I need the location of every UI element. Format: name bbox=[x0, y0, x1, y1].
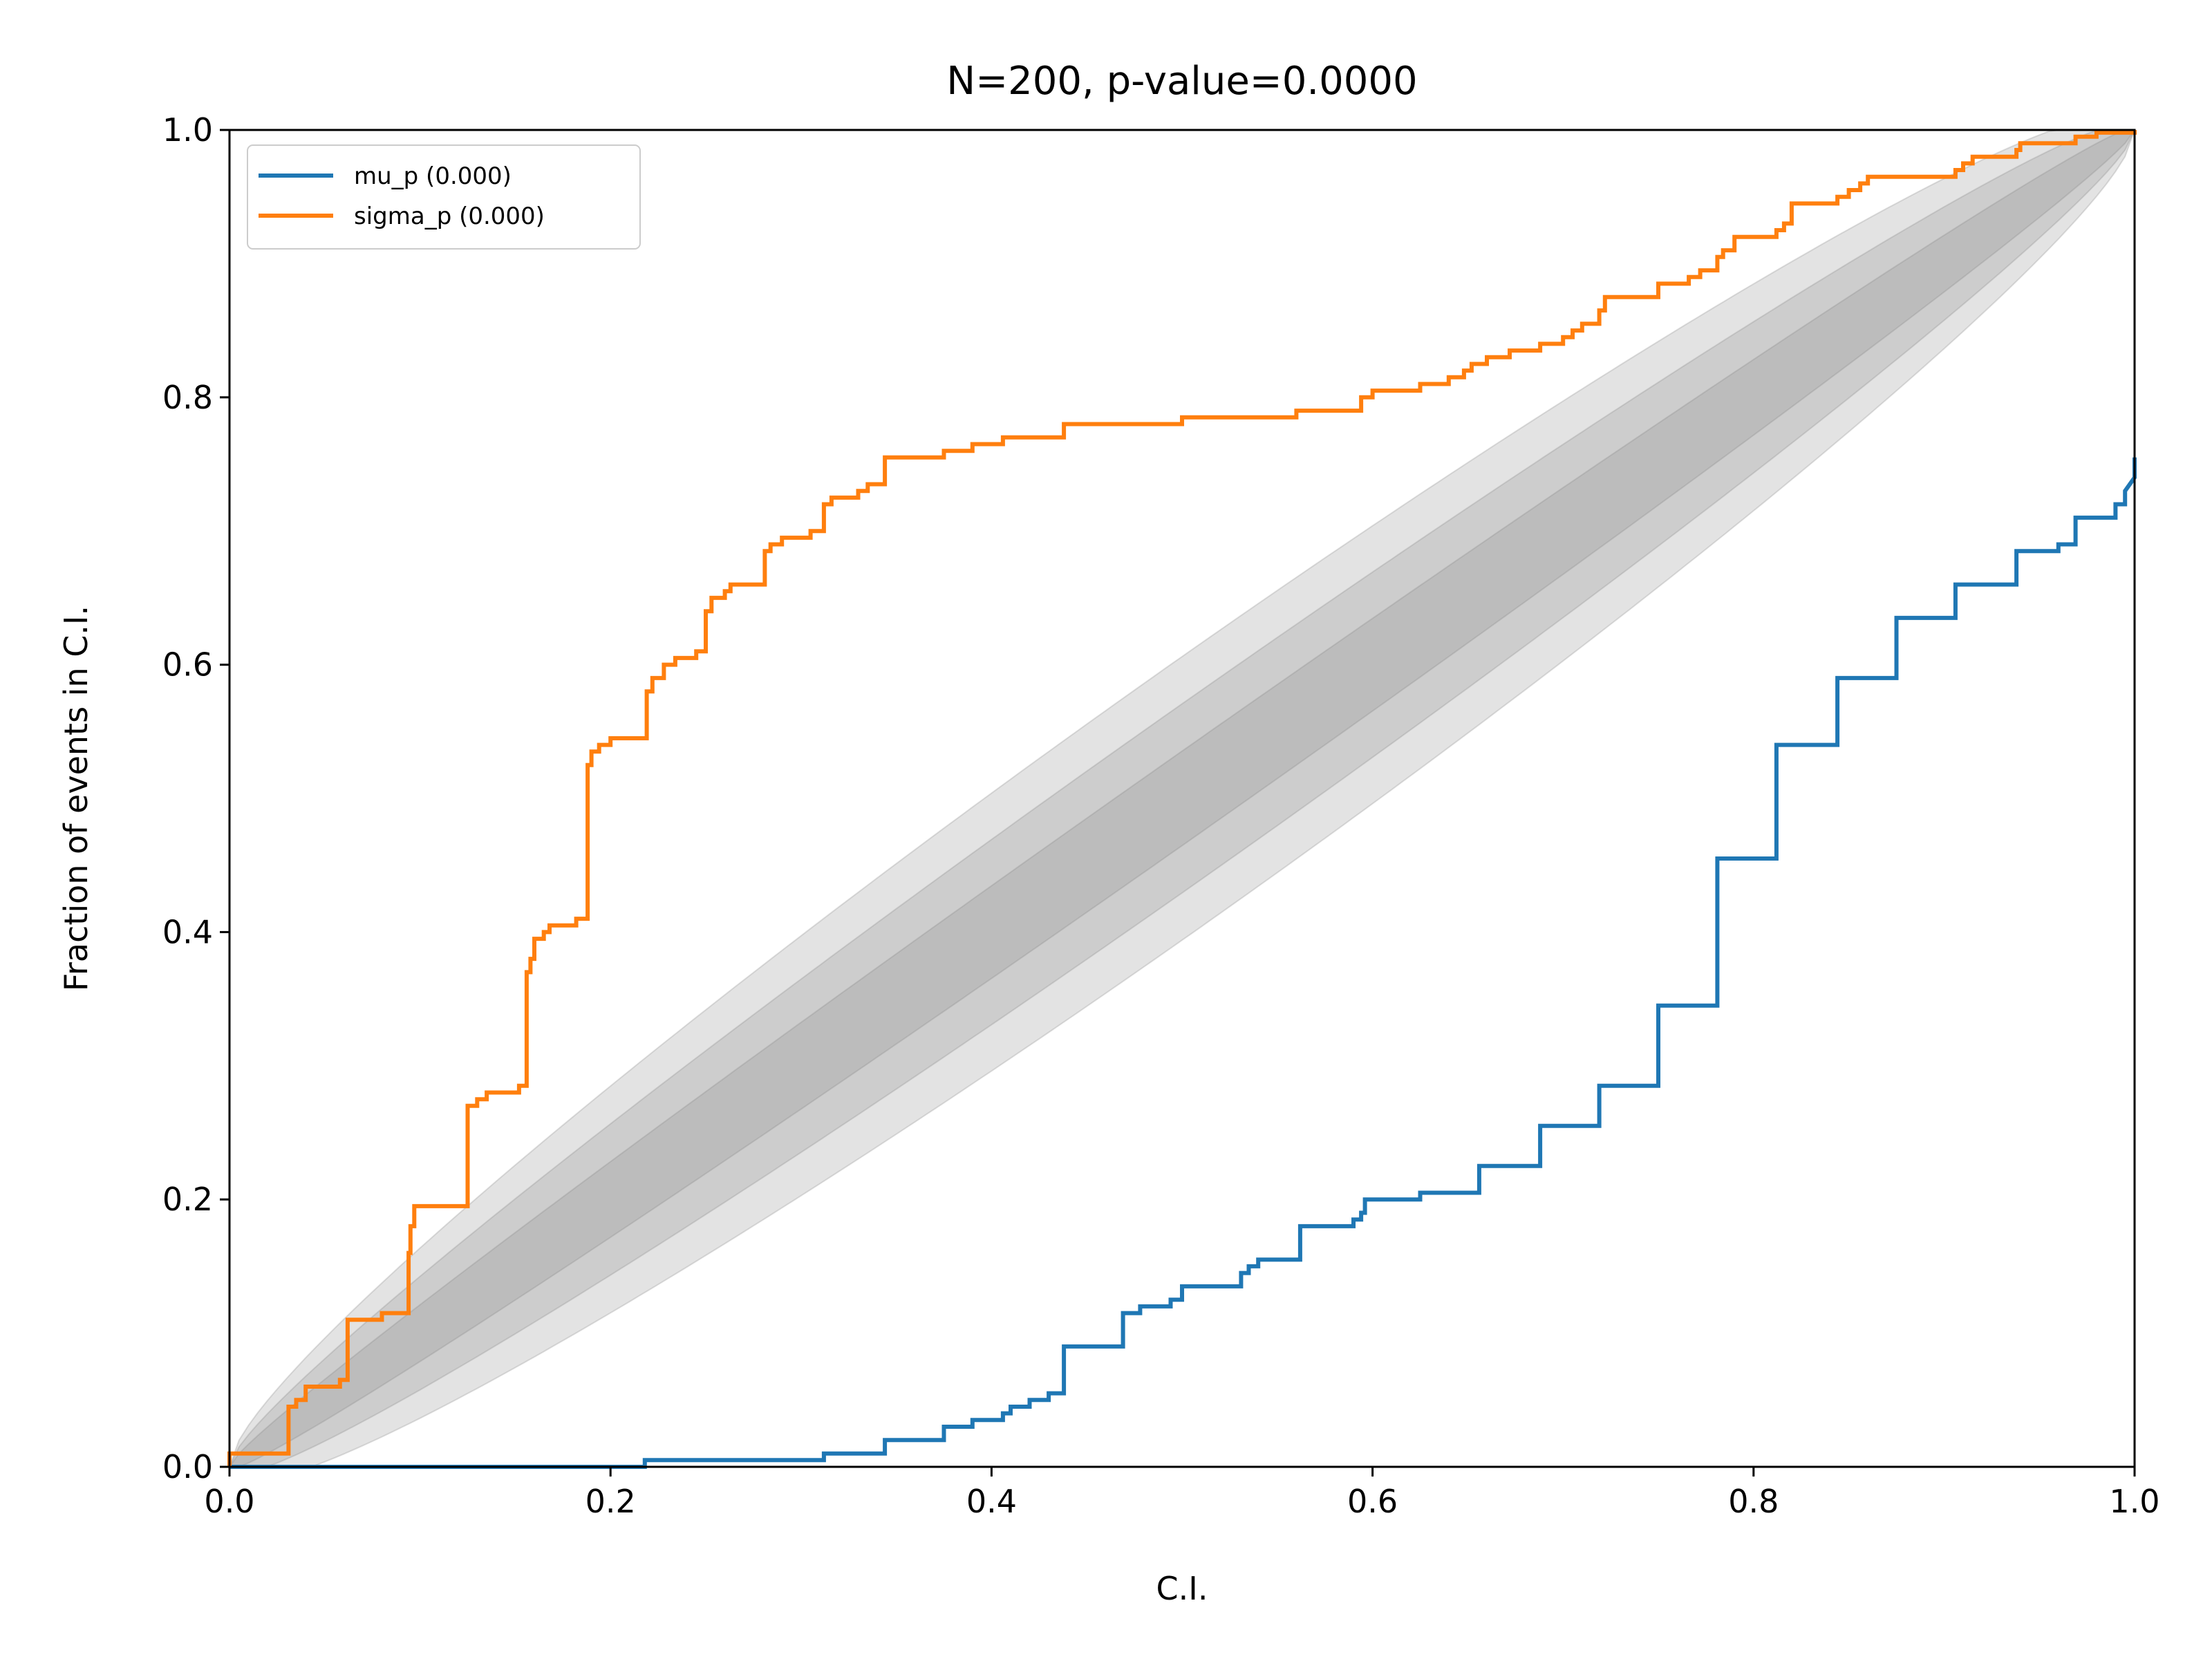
series-line-sigma-p bbox=[227, 130, 2137, 1467]
y-axis: 0.0 0.2 0.4 0.6 0.8 1.0 bbox=[162, 111, 229, 1485]
y-tick-label: 0.6 bbox=[162, 646, 213, 684]
legend: mu_p (0.000) sigma_p (0.000) bbox=[247, 144, 641, 250]
x-axis: 0.0 0.2 0.4 0.6 0.8 1.0 bbox=[204, 1467, 2160, 1520]
legend-box bbox=[247, 144, 641, 250]
x-tick-label: 0.2 bbox=[585, 1483, 636, 1520]
legend-label-mu-p: mu_p (0.000) bbox=[354, 162, 512, 190]
y-tick-label: 0.0 bbox=[162, 1448, 213, 1485]
legend-label-sigma-p: sigma_p (0.000) bbox=[354, 203, 545, 230]
series-line-mu-p bbox=[229, 457, 2137, 1469]
x-tick-label: 0.6 bbox=[1347, 1483, 1398, 1520]
x-axis-title: C.I. bbox=[1156, 1570, 1208, 1607]
confidence-bands bbox=[228, 129, 2136, 1468]
plot-frame bbox=[228, 129, 2136, 1468]
x-tick-label: 0.0 bbox=[204, 1483, 254, 1520]
y-tick-label: 0.4 bbox=[162, 913, 213, 950]
y-axis-title: Fraction of events in C.I. bbox=[57, 606, 95, 991]
y-tick-label: 0.8 bbox=[162, 379, 213, 416]
x-tick-label: 1.0 bbox=[2109, 1483, 2159, 1520]
plot-area-background bbox=[229, 130, 2135, 1467]
y-tick-label: 1.0 bbox=[162, 111, 213, 149]
y-tick-label: 0.2 bbox=[162, 1181, 213, 1218]
x-tick-label: 0.4 bbox=[966, 1483, 1017, 1520]
x-tick-label: 0.8 bbox=[1728, 1483, 1779, 1520]
series-lines bbox=[227, 130, 2137, 1469]
chart-title: N=200, p-value=0.0000 bbox=[946, 59, 1417, 104]
